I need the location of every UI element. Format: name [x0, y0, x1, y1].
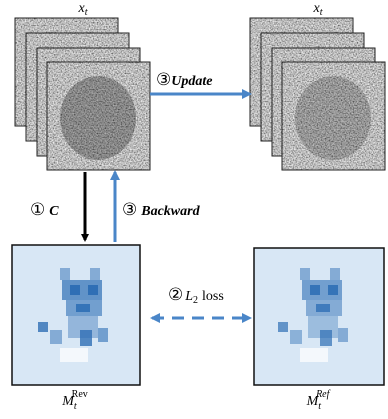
label-part: Backward [140, 204, 200, 219]
image-stack-right [250, 18, 385, 170]
label-part: Ref [315, 389, 331, 400]
label-part: ② [168, 285, 183, 304]
label-m-rev: MtRev [61, 389, 88, 412]
label-part: loss [202, 289, 224, 304]
label-part: ③ [156, 70, 171, 89]
label-part: t [318, 401, 321, 412]
label-part: 2 [193, 295, 198, 306]
label-m-ref: MtRef [306, 389, 331, 412]
heatmap-ref [254, 248, 384, 385]
label-part: t [320, 7, 323, 18]
label-part: Update [171, 74, 212, 89]
label-part: ① [30, 200, 45, 219]
label-part: t [85, 7, 88, 18]
update-label: ③Update [156, 70, 212, 89]
heatmap-rev [12, 245, 140, 385]
label-xt-right: xt [313, 1, 323, 18]
diagram: xt xt ③Update ①C ③Backward MtRev [0, 0, 388, 419]
label-part: L [184, 289, 193, 304]
label-part: C [49, 204, 59, 219]
label-part: ③ [122, 200, 137, 219]
label-part: Rev [72, 389, 88, 400]
label-part: t [74, 401, 77, 412]
label-xt-left: xt [78, 1, 88, 18]
image-stack-left [15, 18, 150, 170]
